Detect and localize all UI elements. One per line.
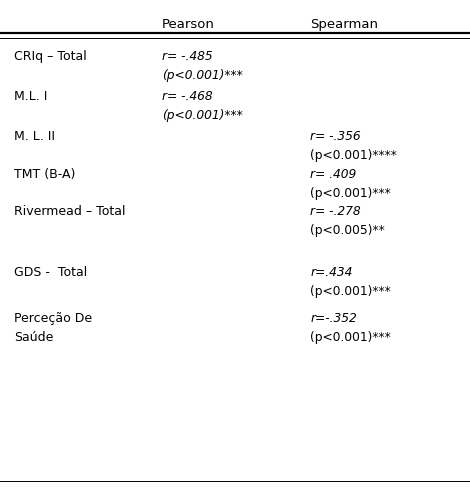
Text: (p<0.001)***: (p<0.001)***	[162, 69, 243, 82]
Text: r= -.485: r= -.485	[162, 50, 213, 63]
Text: Perceção De: Perceção De	[14, 312, 92, 325]
Text: CRIq – Total: CRIq – Total	[14, 50, 87, 63]
Text: r= -.468: r= -.468	[162, 90, 213, 103]
Text: (p<0.001)***: (p<0.001)***	[310, 284, 391, 297]
Text: M. L. II: M. L. II	[14, 130, 55, 143]
Text: r= .409: r= .409	[310, 167, 356, 180]
Text: Saúde: Saúde	[14, 331, 54, 344]
Text: r= -.356: r= -.356	[310, 130, 361, 143]
Text: (p<0.001)****: (p<0.001)****	[310, 149, 397, 162]
Text: M.L. I: M.L. I	[14, 90, 47, 103]
Text: Rivermead – Total: Rivermead – Total	[14, 205, 125, 218]
Text: (p<0.001)***: (p<0.001)***	[162, 109, 243, 122]
Text: Spearman: Spearman	[310, 18, 378, 31]
Text: (p<0.001)***: (p<0.001)***	[310, 186, 391, 199]
Text: GDS -  Total: GDS - Total	[14, 265, 87, 278]
Text: Pearson: Pearson	[162, 18, 215, 31]
Text: (p<0.005)**: (p<0.005)**	[310, 224, 385, 237]
Text: r= -.278: r= -.278	[310, 205, 361, 218]
Text: r=-.352: r=-.352	[310, 312, 357, 325]
Text: r=.434: r=.434	[310, 265, 352, 278]
Text: TMT (B-A): TMT (B-A)	[14, 167, 76, 180]
Text: (p<0.001)***: (p<0.001)***	[310, 331, 391, 344]
